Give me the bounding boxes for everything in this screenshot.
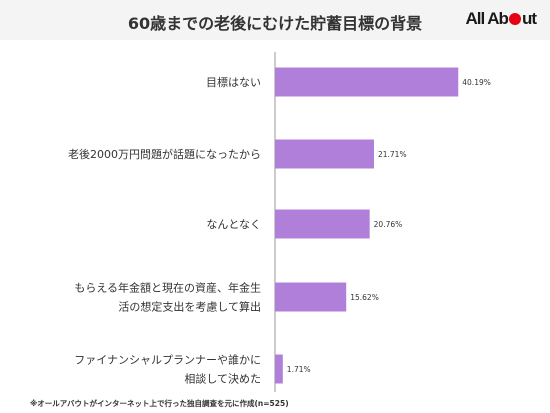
category-label-2-0: なんとなく — [206, 218, 261, 231]
category-label-3-1: 活の想定支出を考慮して算出 — [118, 300, 261, 314]
category-label-4-1: 相談して決めた — [184, 372, 261, 386]
logo-text-part1: All Ab — [465, 9, 508, 28]
chart-title: 60歳までの老後にむけた貯蓄目標の背景 — [127, 14, 423, 33]
category-label-4-0: ファイナンシャルプランナーや誰かに — [74, 353, 261, 367]
bar-0 — [275, 67, 459, 97]
value-label-3: 15.62% — [350, 293, 379, 302]
allabout-logo: All Ab ut — [465, 9, 537, 29]
footnote: ※オールアバウトがインターネット上で行った独自調査を元に作成(n=525) — [30, 399, 289, 408]
logo-red-dot-icon — [508, 13, 521, 25]
value-label-2: 20.76% — [374, 220, 403, 229]
value-label-1: 21.71% — [378, 150, 407, 159]
bar-4 — [275, 354, 283, 384]
bar-2 — [275, 209, 370, 239]
header-bar: 60歳までの老後にむけた貯蓄目標の背景 All Ab ut — [0, 0, 550, 40]
value-label-4: 1.71% — [287, 365, 311, 374]
category-label-0-0: 目標はない — [206, 75, 261, 89]
bar-1 — [275, 139, 374, 169]
category-label-3-0: もらえる年金額と現在の資産、年金生 — [74, 281, 261, 295]
category-label-1-0: 老後2000万円問題が話題になったから — [68, 147, 261, 161]
value-label-0: 40.19% — [462, 78, 491, 87]
bar-chart: 40.19% 目標はない 21.71% 老後2000万円問題が話題になったから 20.7… — [68, 52, 491, 392]
bar-3 — [275, 282, 347, 312]
logo-text-part2: ut — [521, 9, 537, 28]
